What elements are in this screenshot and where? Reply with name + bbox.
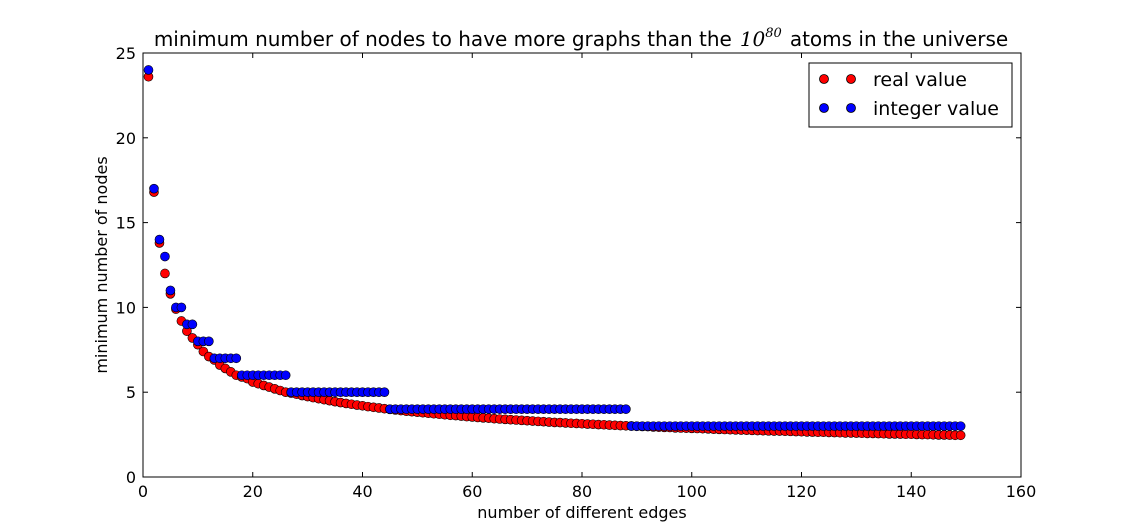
legend-marker-real-value-right [846, 74, 856, 84]
legend-box [808, 62, 1013, 128]
data-point [165, 285, 176, 296]
y-tick-label: 10 [116, 298, 136, 317]
y-tick-label: 15 [116, 214, 136, 233]
x-tick-label: 140 [896, 482, 927, 501]
legend-marker-integer-value-left [819, 103, 829, 113]
data-point [621, 404, 631, 414]
x-axis-label: number of different edges [477, 503, 686, 522]
data-point [154, 234, 165, 245]
data-point [187, 319, 198, 330]
x-tick-label: 120 [786, 482, 817, 501]
y-tick-label: 20 [116, 129, 136, 148]
y-axis-label: minimum number of nodes [92, 156, 111, 373]
y-tick-label: 0 [126, 468, 136, 487]
legend-label-real-value: real value [873, 69, 967, 91]
x-tick-label: 0 [138, 482, 148, 501]
legend-label-integer-value: integer value [873, 98, 999, 120]
data-point [955, 430, 966, 441]
data-point [231, 353, 242, 364]
y-axis: 0 5 10 15 20 25 [116, 44, 1021, 487]
legend: real value integer value [808, 62, 1013, 128]
data-point [955, 421, 966, 431]
data-point [176, 302, 187, 313]
y-tick-label: 25 [116, 44, 136, 63]
data-point [280, 370, 291, 381]
series-integer-value [143, 65, 966, 431]
data-point [143, 65, 154, 75]
chart-title: minimum number of nodes to have more gra… [154, 26, 1008, 51]
plot-area [143, 65, 966, 441]
chart-title-suffix: atoms in the universe [790, 27, 1008, 51]
chart-title-math-exponent: 80 [765, 26, 782, 41]
x-tick-label: 160 [1006, 482, 1037, 501]
y-tick-label: 5 [126, 383, 136, 402]
x-axis: 0 20 40 60 80 100 120 140 160 [138, 53, 1036, 501]
legend-marker-real-value-left [819, 74, 829, 84]
data-point [160, 268, 170, 279]
legend-marker-integer-value-right [846, 103, 856, 113]
data-point [149, 183, 159, 194]
data-point [379, 387, 390, 398]
chart-title-prefix: minimum number of nodes to have more gra… [154, 27, 732, 51]
data-point [204, 336, 214, 347]
x-tick-label: 20 [243, 482, 263, 501]
x-tick-label: 100 [676, 482, 707, 501]
chart-title-math-base: 10 [740, 27, 766, 51]
x-tick-label: 60 [462, 482, 482, 501]
data-point [160, 251, 170, 262]
x-tick-label: 80 [572, 482, 592, 501]
x-tick-label: 40 [352, 482, 372, 501]
